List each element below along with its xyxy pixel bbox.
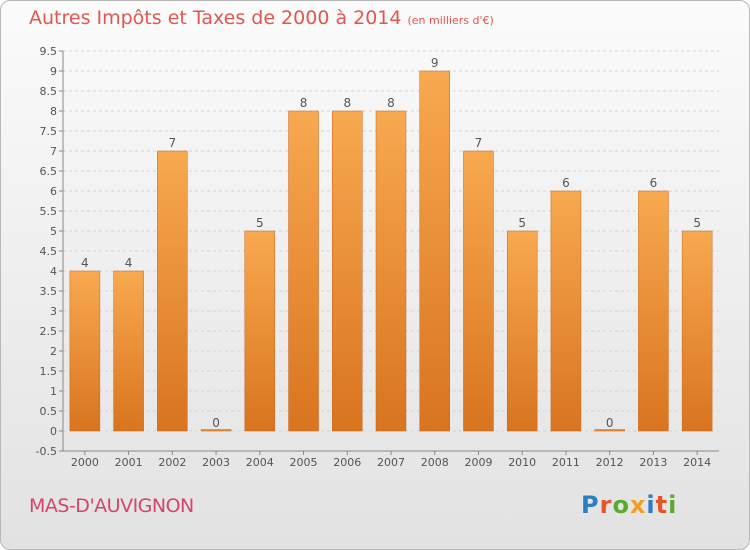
bar [332,110,363,432]
x-tick-label: 2004 [246,456,274,469]
y-tick-label: 3.5 [40,285,58,298]
y-tick-label: 4 [50,265,57,278]
y-tick-label: 7 [50,145,57,158]
bar [113,270,144,432]
bar [506,230,538,432]
bar-value-label: 6 [562,176,570,190]
bar [288,110,319,432]
bar-value-label: 8 [343,96,351,110]
chart-title-unit: (en milliers d'€) [407,14,494,27]
x-tick-label: 2002 [158,456,186,469]
y-tick-label: 6.5 [40,165,58,178]
x-tick-label: 2014 [683,456,711,469]
proxiti-logo: Proxiti [581,491,677,519]
bar [681,230,713,432]
x-tick-label: 2008 [421,456,449,469]
logo-letter: t [655,491,669,519]
bar [375,110,407,432]
x-tick-label: 2009 [464,456,492,469]
bar [200,429,232,432]
x-tick-label: 2007 [377,456,405,469]
logo-letter: r [599,491,613,519]
bar [638,190,669,432]
x-tick-label: 2000 [71,456,99,469]
bar [244,230,276,432]
y-tick-label: 6 [50,185,57,198]
chart-title-text: Autres Impôts et Taxes de 2000 à 2014 [29,7,402,29]
y-tick-label: 1 [50,385,57,398]
y-tick-label: 5 [50,225,57,238]
logo-letter: P [581,491,600,519]
y-tick-label: 2.5 [40,325,58,338]
x-tick-label: 2003 [202,456,230,469]
bar-value-label: 8 [387,96,395,110]
bar-value-label: 7 [169,136,177,150]
bar [69,270,101,432]
logo-letter: i [668,491,678,519]
logo-letter: o [612,491,630,519]
y-tick-label: 4.5 [40,245,58,258]
y-axis: -0.5 0 0.5 1 1.5 2 2.5 3 3.5 4 4.5 5 5.5 6 6.5 7 7.5 8 8.5… [36,45,64,458]
y-tick-label: 8.5 [40,85,58,98]
bar [463,150,494,432]
bar-value-label: 0 [212,416,220,430]
commune-name: MAS-D'AUVIGNON [29,495,194,517]
bar-value-label: 4 [125,256,133,270]
y-tick-label: 0 [50,425,57,438]
y-tick-label: 2 [50,345,57,358]
y-tick-label: -0.5 [36,445,57,458]
bar-value-label: 5 [693,216,701,230]
x-tick-label: 2011 [552,456,580,469]
x-tick-label: 2005 [290,456,318,469]
bar [550,190,582,432]
y-tick-label: 1.5 [40,365,58,378]
y-tick-label: 5.5 [40,205,58,218]
bar-value-label: 8 [300,96,308,110]
bar-value-label: 7 [475,136,483,150]
bar-value-label: 5 [256,216,264,230]
logo-letter: i [646,491,656,519]
y-tick-label: 7.5 [40,125,58,138]
x-tick-label: 2010 [508,456,536,469]
x-tick-label: 2006 [333,456,361,469]
logo-letter: x [629,491,647,519]
bar-value-label: 5 [518,216,526,230]
y-tick-label: 9 [50,65,57,78]
chart-title: Autres Impôts et Taxes de 2000 à 2014 (en… [29,7,494,29]
bar [157,150,188,432]
y-tick-label: 8 [50,105,57,118]
bar [594,429,625,432]
x-axis: 2000 2001 2002 2003 2004 2005 2006 2007 2008 2009… [63,450,719,469]
x-tick-label: 2013 [639,456,667,469]
bar-value-label: 9 [431,56,439,70]
y-tick-label: 9.5 [40,45,58,58]
x-tick-label: 2001 [115,456,143,469]
x-tick-label: 2012 [596,456,624,469]
bar-value-label: 0 [606,416,614,430]
y-tick-label: 0.5 [40,405,58,418]
bar-value-label: 4 [81,256,89,270]
y-tick-label: 3 [50,305,57,318]
bar-value-label: 6 [650,176,658,190]
bars: 4 4 7 0 5 8 8 8 9 7 5 6 0 6 5 [69,56,713,432]
bar [419,70,450,432]
